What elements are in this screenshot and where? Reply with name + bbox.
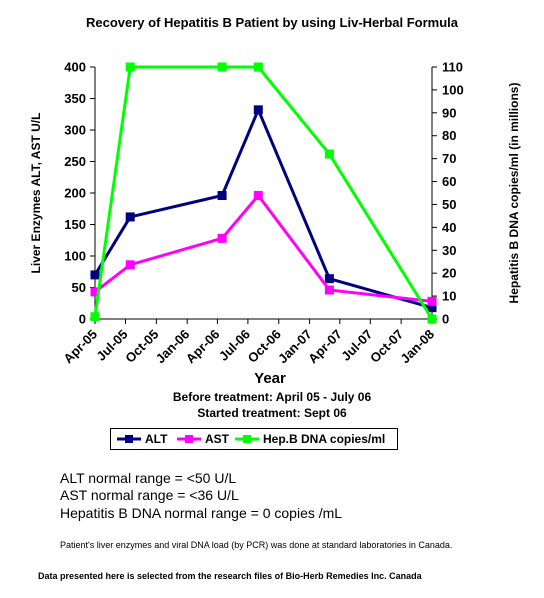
y-tick-label: 150 <box>64 217 86 232</box>
data-point-dna <box>427 314 437 324</box>
legend-swatch-ast <box>177 435 201 443</box>
alt-normal-range: ALT normal range = <50 U/L <box>60 470 237 486</box>
data-point-dna <box>217 62 227 72</box>
before-treatment-note: Before treatment: April 05 - July 06 <box>172 390 372 404</box>
data-point-dna <box>324 149 334 159</box>
x-axis-label: Year <box>254 370 286 387</box>
y2-tick-label: 40 <box>442 220 456 235</box>
y-tick-label: 250 <box>64 154 86 169</box>
data-point-alt <box>217 191 227 201</box>
y-tick-label: 350 <box>64 91 86 106</box>
legend: ALT AST Hep.B DNA copies/ml <box>110 428 398 450</box>
y2-tick-label: 10 <box>442 289 456 304</box>
data-point-alt <box>90 270 100 280</box>
data-point-alt <box>324 274 334 284</box>
y-tick-label: 0 <box>79 312 86 327</box>
series-line-alt <box>93 108 433 310</box>
chart: Recovery of Hepatitis B Patient by using… <box>29 15 521 387</box>
y2-tick-label: 20 <box>442 266 456 281</box>
chart-title: Recovery of Hepatitis B Patient by using… <box>86 15 459 30</box>
data-point-ast <box>125 260 135 270</box>
y-tick-label: 400 <box>64 60 86 75</box>
source-footnote: Data presented here is selected from the… <box>38 571 422 581</box>
y2-tick-label: 90 <box>442 105 456 120</box>
series-line-ast <box>94 194 433 303</box>
y2-tick-label: 100 <box>442 82 464 97</box>
lab-footnote: Patient's liver enzymes and viral DNA lo… <box>60 540 453 550</box>
legend-label-ast: AST <box>205 432 229 446</box>
y-axis-label: Liver Enzymes ALT, AST U/L <box>29 113 43 274</box>
y-tick-label: 50 <box>72 280 86 295</box>
data-point-dna <box>125 62 135 72</box>
y2-tick-label: 50 <box>442 197 456 212</box>
y2-tick-label: 60 <box>442 174 456 189</box>
y2-tick-label: 30 <box>442 243 456 258</box>
series-line-dna <box>93 65 434 320</box>
data-point-alt <box>125 212 135 222</box>
data-point-ast <box>217 233 227 243</box>
started-treatment-note: Started treatment: Sept 06 <box>197 406 347 420</box>
legend-label-dna: Hep.B DNA copies/ml <box>263 432 386 446</box>
data-point-ast <box>90 287 100 297</box>
data-point-ast <box>324 285 334 295</box>
data-point-dna <box>253 62 263 72</box>
y2-tick-label: 80 <box>442 128 456 143</box>
data-point-alt <box>427 303 437 313</box>
ast-normal-range: AST normal range = <36 U/L <box>60 487 239 503</box>
y2-tick-label: 70 <box>442 151 456 166</box>
data-point-ast <box>253 191 263 201</box>
y2-axis-label: Hepatitis B DNA copies/ml (in millions) <box>507 83 521 304</box>
data-point-dna <box>90 312 100 322</box>
x-tick-label: Jan-08 <box>397 327 437 367</box>
y-tick-label: 100 <box>64 249 86 264</box>
data-point-ast <box>427 296 437 306</box>
x-tick-label: Apr-06 <box>183 327 223 367</box>
legend-label-alt: ALT <box>145 432 168 446</box>
x-tick-label: Apr-07 <box>305 327 345 367</box>
legend-swatch-alt <box>117 435 141 443</box>
legend-swatch-dna <box>235 435 259 443</box>
y2-tick-label: 0 <box>442 312 449 327</box>
dna-normal-range: Hepatitis B DNA normal range = 0 copies … <box>60 505 343 521</box>
y2-tick-label: 110 <box>442 60 463 75</box>
y-tick-label: 300 <box>64 123 86 138</box>
data-point-alt <box>253 105 263 115</box>
x-tick-label: Apr-05 <box>60 327 100 367</box>
y-tick-label: 200 <box>64 186 86 201</box>
